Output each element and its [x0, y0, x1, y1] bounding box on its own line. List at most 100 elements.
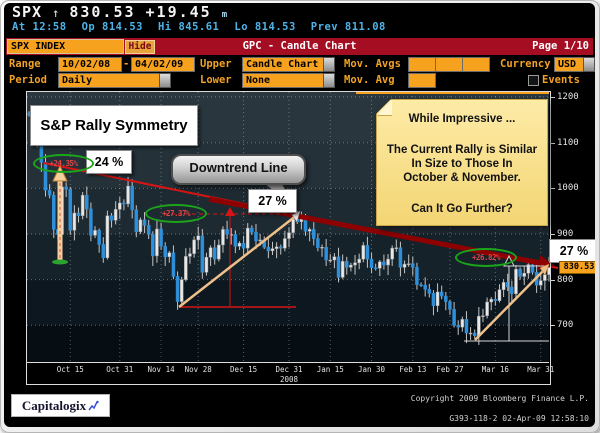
- y-axis-tick: [550, 188, 555, 190]
- function-title: GPC - Candle Chart: [242, 40, 357, 52]
- candle-body: [85, 194, 89, 210]
- range-end-input[interactable]: 04/02/09: [131, 57, 195, 72]
- candle-body: [518, 268, 522, 277]
- x-axis-label: Nov 28: [184, 365, 212, 374]
- candle-body: [526, 264, 531, 274]
- open-price: Op 814.53: [81, 21, 143, 33]
- at-time: At 12:58: [12, 21, 67, 33]
- plot-band: [27, 325, 549, 362]
- candle-body: [485, 301, 489, 316]
- prev-price: Prev 811.08: [310, 21, 386, 33]
- candle-body: [93, 230, 97, 236]
- candle-body: [192, 239, 196, 254]
- candle-body: [101, 244, 106, 258]
- mov-avg-input-3[interactable]: [462, 57, 490, 72]
- candle-body: [423, 284, 427, 290]
- currency-label: Currency: [500, 58, 551, 70]
- x-axis-label: Feb 13: [399, 365, 427, 374]
- candle-body: [324, 246, 328, 261]
- candle-body: [460, 319, 465, 328]
- candle-body: [274, 246, 279, 249]
- quote-header: SPX ↑ 830.53 +19.45 m: [12, 3, 227, 21]
- candle-body: [89, 208, 93, 236]
- mov-avg-input-2[interactable]: [435, 57, 463, 72]
- candle-body: [514, 268, 518, 295]
- pct-november-ellipse: +27.37%: [145, 204, 207, 223]
- pct-march-label: 27 %: [549, 239, 595, 263]
- currency-dropdown-button[interactable]: [583, 57, 595, 72]
- candle-body: [357, 258, 361, 264]
- candle-body: [439, 291, 444, 297]
- upper-chart-type-select[interactable]: Candle Chart: [242, 57, 324, 72]
- candle-body: [431, 293, 436, 306]
- x-axis-line: [27, 362, 549, 363]
- note-line: October & November.: [403, 172, 521, 184]
- note-line: While Impressive ...: [408, 113, 516, 125]
- candle-body: [229, 234, 233, 236]
- mov-avg-input-1[interactable]: [408, 57, 436, 72]
- candle-body: [118, 202, 122, 210]
- x-axis-label: Nov 14: [147, 365, 175, 374]
- x-axis-label: Oct 31: [106, 365, 134, 374]
- candle-body: [200, 235, 205, 273]
- candle-body: [307, 229, 312, 232]
- last-price: 830.53: [69, 3, 136, 21]
- candle-body: [262, 239, 266, 248]
- sticky-note-body: While Impressive ... The Current Rally i…: [376, 99, 548, 226]
- page-indicator: Page 1/10: [532, 40, 589, 52]
- annotation-line: [178, 214, 298, 308]
- candle-body: [175, 276, 180, 302]
- candle-body: [113, 209, 118, 221]
- period-label: Period: [9, 74, 47, 86]
- period-dropdown-button[interactable]: [159, 73, 171, 88]
- candle-body: [489, 299, 493, 303]
- candle-body: [250, 227, 254, 233]
- copyright-line-1: Copyright 2009 Bloomberg Finance L.P.: [410, 394, 589, 403]
- candle-body: [225, 229, 229, 235]
- pct-november-label: 27 %: [248, 189, 297, 213]
- range-start-input[interactable]: 10/02/08: [58, 57, 122, 72]
- note-line: The Current Rally is Similar: [386, 144, 538, 156]
- lower-dropdown-button[interactable]: [323, 73, 335, 88]
- lower-chart-type-select[interactable]: None: [242, 73, 324, 88]
- y-axis-tick: [550, 234, 555, 235]
- candle-body: [138, 219, 143, 232]
- events-label: Events: [542, 74, 580, 86]
- upper-dropdown-button[interactable]: [323, 57, 335, 72]
- candle-body: [60, 186, 64, 235]
- candle-body: [345, 261, 349, 268]
- candle-body: [217, 244, 221, 260]
- events-checkbox[interactable]: [528, 75, 539, 86]
- y-axis-tick: [550, 279, 555, 281]
- mov-avg-label: Mov. Avg: [344, 74, 395, 86]
- candle-body: [270, 248, 275, 252]
- pct-march-ellipse: +26.82%: [455, 248, 517, 267]
- candle-body: [254, 231, 258, 242]
- mov-avg-input-4[interactable]: [408, 73, 436, 88]
- candle-body: [353, 262, 357, 266]
- candle-body: [167, 252, 172, 258]
- hide-button[interactable]: Hide: [125, 40, 155, 54]
- annotation-line: [474, 267, 547, 341]
- note-line: In Size to Those In: [411, 158, 513, 170]
- candle-body: [208, 247, 213, 258]
- candle-body: [291, 219, 295, 233]
- candle-body: [390, 247, 394, 260]
- candle-body: [332, 256, 337, 261]
- mov-avgs-label: Mov. Avgs: [344, 58, 401, 70]
- candle-body: [155, 228, 159, 257]
- candle-body: [179, 279, 184, 302]
- security-name-box[interactable]: SPX INDEX: [7, 39, 124, 54]
- candle-body: [52, 194, 56, 230]
- candle-body: [456, 325, 460, 328]
- plot-band: [27, 279, 549, 326]
- candle-body: [394, 247, 399, 249]
- plot-band: [27, 91, 549, 98]
- sticky-note: While Impressive ... The Current Rally i…: [376, 99, 548, 226]
- x-axis-label: Jan 15: [316, 365, 344, 374]
- period-select[interactable]: Daily: [58, 73, 164, 88]
- pct-october-ellipse: +24.35%: [33, 154, 94, 173]
- x-axis-label: Mar 31: [527, 365, 555, 374]
- candle-body: [142, 219, 147, 226]
